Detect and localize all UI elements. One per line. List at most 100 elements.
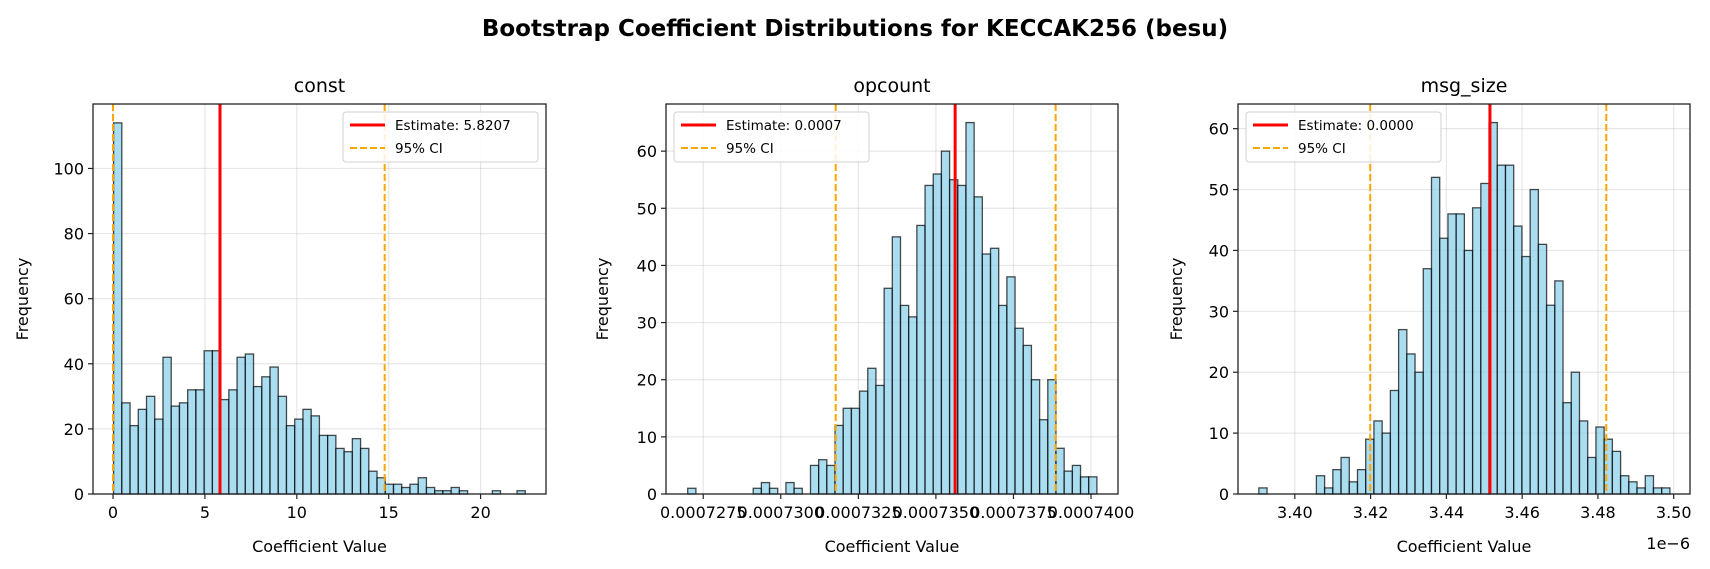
histogram-bar bbox=[1496, 164, 1507, 495]
subplot-title: msg_size bbox=[1421, 75, 1508, 97]
y-axis-label: Frequency bbox=[13, 258, 32, 341]
x-axis-label: Coefficient Value bbox=[825, 537, 960, 556]
x-tick-label: 3.40 bbox=[1277, 503, 1313, 522]
histogram-bar bbox=[899, 304, 910, 495]
legend: Estimate: 5.8207 95% CI bbox=[342, 111, 539, 163]
x-tick-label: 3.44 bbox=[1429, 503, 1465, 522]
histogram-bar bbox=[228, 389, 238, 495]
histogram-bar bbox=[1258, 487, 1268, 495]
y-tick-label: 80 bbox=[64, 225, 84, 244]
x-tick-label: 3.48 bbox=[1580, 503, 1616, 522]
histogram-bar bbox=[1006, 276, 1016, 495]
histogram-bar bbox=[294, 418, 304, 495]
histogram-bar bbox=[236, 356, 246, 495]
histogram-bar bbox=[302, 408, 312, 495]
legend-estimate-label: Estimate: 0.0000 bbox=[1298, 118, 1414, 134]
histogram-bar bbox=[1587, 456, 1597, 495]
histogram-bar bbox=[145, 395, 156, 495]
histogram-bar bbox=[1570, 371, 1581, 495]
y-tick-label: 100 bbox=[53, 159, 84, 178]
histogram-bar bbox=[162, 356, 172, 495]
histogram-bar bbox=[916, 224, 926, 495]
histogram-bar bbox=[359, 447, 370, 495]
legend-ci-label: 95% CI bbox=[726, 141, 774, 157]
histogram-bar bbox=[768, 487, 779, 495]
histogram-bar bbox=[1455, 213, 1466, 495]
histogram-bar bbox=[203, 350, 214, 495]
figure-title: Bootstrap Coefficient Distributions for … bbox=[482, 16, 1228, 42]
histogram-bar bbox=[310, 415, 321, 495]
histogram-bar bbox=[752, 487, 763, 495]
histogram-bar bbox=[760, 481, 771, 495]
y-tick-label: 40 bbox=[637, 256, 657, 275]
histogram-bar bbox=[343, 451, 353, 495]
x-axis-label: Coefficient Value bbox=[1397, 537, 1532, 556]
histogram-bar bbox=[867, 367, 877, 495]
histogram-bar bbox=[1513, 225, 1523, 495]
histogram-bar bbox=[1430, 176, 1441, 495]
histogram-bar bbox=[1315, 475, 1326, 495]
histogram-bar bbox=[112, 122, 123, 495]
subplot-const: 0 5 10 15 20 0 20 40 60 80 100 const Coefficient Val… bbox=[13, 75, 547, 556]
x-tick-label: 0 bbox=[108, 503, 118, 522]
histogram-bar bbox=[981, 253, 992, 495]
histogram-bar bbox=[1373, 420, 1383, 495]
histogram-bar bbox=[818, 459, 828, 495]
y-tick-label: 50 bbox=[1209, 181, 1229, 200]
histogram-bar bbox=[351, 438, 362, 495]
histogram-bar bbox=[924, 184, 934, 495]
legend-box bbox=[342, 111, 539, 163]
histogram-bar bbox=[154, 418, 164, 495]
histogram-bar bbox=[121, 402, 131, 495]
subplot-title: const bbox=[294, 75, 345, 97]
x-tick-label: 0.0007275 bbox=[660, 503, 747, 522]
subplot-opcount: 0.00072750.00073000.00073250.00073500.00… bbox=[593, 75, 1134, 556]
histogram-bar bbox=[335, 447, 345, 495]
histogram-bar bbox=[973, 196, 983, 495]
histogram-bar bbox=[1022, 344, 1033, 495]
histogram-bar bbox=[409, 483, 419, 495]
histogram-bar bbox=[261, 376, 271, 495]
histogram-bar bbox=[1652, 487, 1663, 495]
histogram-bar bbox=[1578, 420, 1589, 495]
y-tick-label: 20 bbox=[1209, 363, 1229, 382]
histogram-bar bbox=[1480, 182, 1490, 495]
x-tick-label: 0.0007325 bbox=[815, 503, 902, 522]
y-tick-label: 20 bbox=[637, 371, 657, 390]
histogram-bar bbox=[1595, 426, 1605, 495]
y-tick-label: 60 bbox=[637, 142, 657, 161]
x-tick-label: 3.42 bbox=[1353, 503, 1389, 522]
histogram-bar bbox=[195, 389, 205, 495]
histogram-bar bbox=[1636, 487, 1646, 495]
y-tick-label: 0 bbox=[1219, 485, 1229, 504]
histogram-bar bbox=[785, 481, 795, 495]
y-axis-label: Frequency bbox=[1167, 258, 1186, 341]
histogram-bar bbox=[932, 173, 943, 495]
histogram-bar bbox=[1406, 353, 1416, 495]
y-tick-label: 40 bbox=[1209, 241, 1229, 260]
histogram-bar bbox=[1397, 328, 1408, 495]
y-tick-label: 10 bbox=[1209, 424, 1229, 443]
histogram-bar bbox=[1079, 476, 1090, 495]
histogram-bar bbox=[326, 434, 337, 495]
histogram-bar bbox=[965, 121, 975, 495]
histogram-bar bbox=[998, 304, 1008, 495]
histogram-bar bbox=[252, 385, 263, 495]
histogram-bar bbox=[1545, 304, 1556, 495]
histogram-bar bbox=[170, 405, 181, 495]
histogram-bar bbox=[858, 390, 869, 495]
histogram-bar bbox=[384, 483, 395, 495]
histogram-bar bbox=[219, 398, 230, 495]
x-axis-label: Coefficient Value bbox=[252, 537, 387, 556]
x-tick-label: 3.46 bbox=[1504, 503, 1540, 522]
x-tick-label: 0.0007350 bbox=[893, 503, 980, 522]
x-tick-label: 15 bbox=[379, 503, 399, 522]
legend-estimate-label: Estimate: 0.0007 bbox=[726, 118, 842, 134]
histogram-bar bbox=[989, 247, 1000, 495]
histogram-bar bbox=[957, 184, 967, 495]
y-tick-label: 10 bbox=[637, 428, 657, 447]
subplot-msg-size: 3.40 3.42 3.44 3.46 3.48 3.50 0 10 20 30 40 50 60 msg… bbox=[1167, 75, 1692, 556]
histogram-bar bbox=[883, 287, 893, 495]
histogram-bar bbox=[1619, 475, 1630, 495]
histogram-bar bbox=[940, 150, 951, 495]
